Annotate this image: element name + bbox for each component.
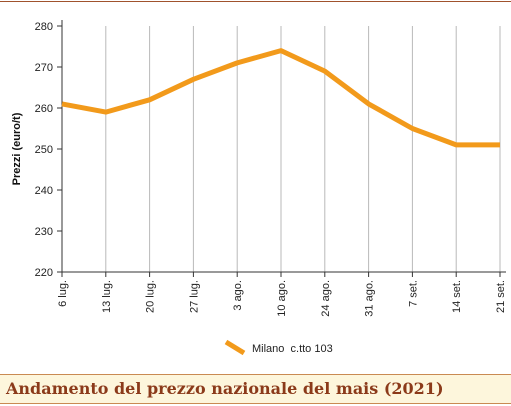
x-tick-label: 6 lug. <box>57 280 69 307</box>
y-tick-label: 280 <box>35 21 53 33</box>
x-tick-label: 13 lug. <box>101 280 113 313</box>
x-tick-label: 27 lug. <box>188 280 200 313</box>
x-tick-label: 21 set. <box>495 280 507 313</box>
y-tick-label: 270 <box>35 62 53 74</box>
y-axis-title: Prezzi (euro/t) <box>11 112 23 185</box>
axes <box>61 20 506 273</box>
legend: Milano c.tto 103 <box>224 339 333 356</box>
x-tick-label: 3 ago. <box>232 280 244 311</box>
x-tick-label: 31 ago. <box>364 280 376 317</box>
y-tick-label: 220 <box>35 267 53 279</box>
x-tick-labels: 6 lug. 13 lug. 20 lug. 27 lug. 3 ago. 10 ago.… <box>57 272 507 317</box>
y-tick-label: 230 <box>35 226 53 238</box>
series-line <box>61 48 500 148</box>
x-tick-label: 24 ago. <box>320 280 332 317</box>
x-tick-label: 10 ago. <box>276 280 288 317</box>
y-tick-label: 240 <box>35 185 53 197</box>
top-rule <box>0 1 511 2</box>
x-tick-label: 7 set. <box>407 280 419 307</box>
grid-lines <box>105 26 501 272</box>
series-group <box>61 48 500 148</box>
chart-caption: Andamento del prezzo nazionale del mais … <box>6 379 444 398</box>
legend-swatch <box>224 339 246 356</box>
x-tick-label: 20 lug. <box>145 280 157 313</box>
y-tick-label: 260 <box>35 103 53 115</box>
caption-bar: Andamento del prezzo nazionale del mais … <box>0 374 511 404</box>
line-chart: 220 230 240 250 260 270 280 6 lug. 13 lug. 20 lu… <box>11 20 507 356</box>
legend-label: Milano c.tto 103 <box>252 343 333 355</box>
y-tick-labels: 220 230 240 250 260 270 280 <box>35 21 62 279</box>
y-tick-label: 250 <box>35 144 53 156</box>
x-tick-label: 14 set. <box>451 280 463 313</box>
